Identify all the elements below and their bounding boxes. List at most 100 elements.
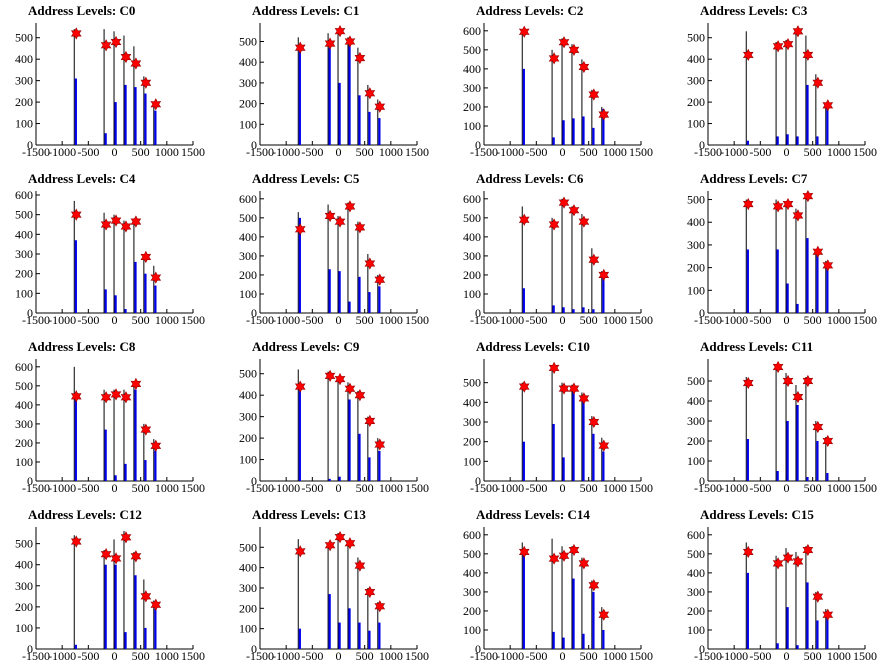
star-marker-icon: [100, 218, 112, 231]
x-tick-label: 1000: [379, 145, 403, 159]
y-tick-label: 0: [475, 138, 481, 152]
y-tick-label: 0: [251, 642, 257, 656]
star-marker-icon: [822, 434, 834, 448]
y-tick-label: 300: [687, 238, 705, 252]
star-marker-icon: [354, 559, 366, 572]
x-tick-label: 1000: [603, 649, 627, 663]
x-tick-label: -500: [301, 145, 323, 159]
x-tick-label: 0: [336, 481, 342, 495]
fill-bar: [522, 288, 525, 313]
y-tick-label: 200: [239, 431, 257, 445]
y-tick-label: 0: [251, 138, 257, 152]
y-tick-label: 500: [687, 547, 705, 561]
x-tick-label: -1000: [496, 481, 524, 495]
fill-bar: [378, 118, 381, 145]
star-marker-icon: [578, 557, 590, 570]
star-marker-icon: [782, 374, 794, 388]
x-tick-label: -500: [525, 481, 547, 495]
y-tick-label: 0: [699, 138, 705, 152]
fill-bar: [826, 473, 829, 481]
x-tick-label: -500: [749, 313, 771, 327]
y-tick-label: 100: [687, 283, 705, 297]
fill-bar: [776, 249, 779, 313]
chart-title: Address Levels: C3: [700, 3, 808, 18]
x-tick-label: 0: [112, 481, 118, 495]
x-tick-label: -500: [77, 481, 99, 495]
y-tick-label: 100: [687, 454, 705, 468]
star-marker-icon: [324, 369, 336, 383]
fill-bar: [806, 477, 809, 481]
x-tick-label: 500: [580, 481, 598, 495]
fill-bar: [592, 127, 595, 145]
y-tick-label: 100: [463, 454, 481, 468]
fill-bar: [746, 249, 749, 313]
x-tick-label: 500: [356, 481, 374, 495]
x-tick-label: -1500: [694, 313, 722, 327]
chart-title: Address Levels: C15: [700, 507, 814, 522]
y-tick-label: 300: [15, 417, 33, 431]
x-tick-label: 500: [804, 313, 822, 327]
y-tick-label: 200: [15, 436, 33, 450]
y-tick-label: 400: [239, 561, 257, 575]
star-marker-icon: [364, 414, 376, 428]
fill-bar: [602, 629, 605, 649]
y-tick-label: 0: [27, 474, 33, 488]
y-tick-label: 300: [463, 585, 481, 599]
fill-bar: [572, 118, 575, 145]
y-tick-label: 600: [463, 528, 481, 542]
y-tick-label: 300: [239, 76, 257, 90]
fill-bar: [522, 441, 525, 481]
star-marker-icon: [70, 208, 82, 221]
chart-title: Address Levels: C2: [476, 3, 583, 18]
star-marker-icon: [334, 530, 346, 544]
y-tick-label: 100: [463, 287, 481, 301]
chart-title: Address Levels: C6: [476, 171, 584, 186]
x-tick-label: 0: [112, 145, 118, 159]
y-tick-label: 400: [687, 215, 705, 229]
x-tick-label: -1000: [496, 313, 524, 327]
fill-bar: [348, 608, 351, 649]
x-tick-label: -1000: [496, 145, 524, 159]
x-tick-label: 1000: [379, 649, 403, 663]
star-marker-icon: [578, 60, 590, 74]
fill-bar: [114, 564, 117, 649]
fill-bar: [522, 68, 525, 145]
fill-bar: [144, 460, 147, 481]
fill-bar: [796, 303, 799, 313]
star-marker-icon: [518, 25, 530, 38]
x-tick-label: 1500: [405, 313, 429, 327]
fill-bar: [368, 292, 371, 313]
x-tick-label: -1000: [720, 481, 748, 495]
x-tick-label: 0: [784, 145, 790, 159]
y-tick-label: 200: [15, 600, 33, 614]
fill-bar: [602, 276, 605, 313]
x-tick-label: 1000: [379, 313, 403, 327]
fill-bar: [796, 405, 799, 481]
fill-bar: [328, 269, 331, 313]
x-tick-label: -1000: [48, 313, 76, 327]
x-tick-label: 0: [560, 481, 566, 495]
x-tick-label: 1500: [629, 145, 653, 159]
star-marker-icon: [518, 213, 530, 226]
fill-bar: [826, 265, 829, 313]
star-marker-icon: [588, 88, 600, 101]
fill-bar: [74, 644, 77, 649]
y-tick-label: 500: [239, 367, 257, 381]
chart-panel-c3: Address Levels: C30100200300400500-1500-…: [687, 3, 877, 159]
x-tick-label: 1500: [181, 313, 205, 327]
y-tick-label: 400: [239, 388, 257, 402]
x-tick-label: -1000: [48, 649, 76, 663]
y-tick-label: 500: [463, 547, 481, 561]
x-tick-label: 500: [580, 313, 598, 327]
x-tick-label: -500: [525, 649, 547, 663]
x-tick-label: -1000: [720, 649, 748, 663]
y-tick-label: 0: [27, 138, 33, 152]
x-tick-label: -500: [301, 481, 323, 495]
fill-bar: [144, 273, 147, 313]
y-tick-label: 600: [239, 192, 257, 206]
y-tick-label: 300: [239, 410, 257, 424]
fill-bar: [592, 309, 595, 313]
y-tick-label: 0: [475, 642, 481, 656]
star-marker-icon: [110, 552, 122, 565]
